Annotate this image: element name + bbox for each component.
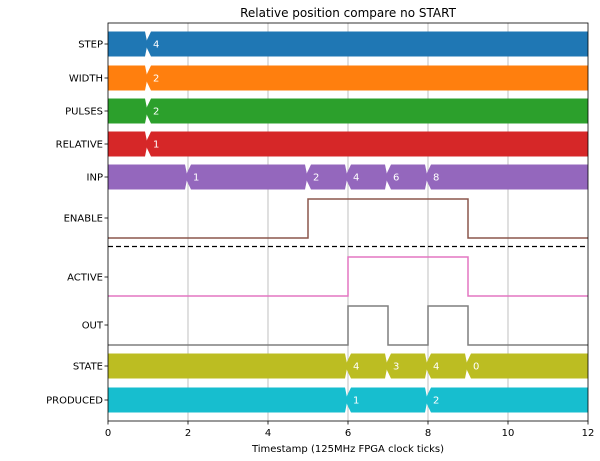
bit-waveform [108,305,588,346]
bus-segment [185,164,308,190]
x-tick-label: 2 [185,428,191,439]
bus-segment [305,164,348,190]
bus-segment [345,164,388,190]
bus-segment [465,353,588,379]
bus-value-label: 4 [433,362,439,373]
bus-segment [345,387,428,413]
signal-label: RELATIVE [56,140,103,151]
x-tick-label: 8 [425,428,431,439]
bus-segment-initial [108,98,148,124]
signal-label: WIDTH [69,74,103,85]
bus-segment-initial [108,164,188,190]
bus-segment [345,353,388,379]
bus-segment [145,65,588,91]
bus-segment [385,353,428,379]
bus-value-label: 2 [313,173,319,184]
bus-value-label: 6 [393,173,399,184]
bus-value-label: 4 [353,173,359,184]
x-tick-label: 12 [582,428,595,439]
signal-label: INP [87,173,103,184]
bus-segment [425,353,468,379]
bus-segment [425,387,588,413]
bus-segment [385,164,428,190]
x-tick-label: 0 [105,428,111,439]
x-axis-label: Timestamp (125MHz FPGA clock ticks) [251,444,444,455]
chart-title: Relative position compare no START [240,6,456,20]
bus-value-label: 1 [153,140,159,151]
bus-segment-initial [108,31,148,57]
bus-value-label: 0 [473,362,479,373]
signals-layer: STEP 4 WIDTH 2 PULSES 2 RELATIVE 1 INP 1 2 4 6 8 ENABL… [46,31,588,413]
axes-layer: 0 2 4 6 8 10 12 [104,22,595,439]
signal-label: STATE [73,362,103,373]
bus-segment [145,31,588,57]
bus-segment [145,98,588,124]
bit-waveform [108,198,588,239]
bus-value-label: 1 [353,396,359,407]
bus-value-label: 2 [153,107,159,118]
bus-segment-initial [108,353,348,379]
signal-label: OUT [82,321,104,332]
bus-value-label: 1 [193,173,199,184]
bus-value-label: 4 [153,40,159,51]
bus-segment-initial [108,387,348,413]
bus-segment-initial [108,65,148,91]
bus-segment [145,131,588,157]
bus-value-label: 4 [353,362,359,373]
bus-segment [425,164,588,190]
signal-label: PULSES [65,107,103,118]
bus-value-label: 8 [433,173,439,184]
signal-label: ENABLE [64,214,103,225]
bus-value-label: 3 [393,362,399,373]
signal-label: PRODUCED [46,396,103,407]
bus-segment-initial [108,131,148,157]
bus-value-label: 2 [153,74,159,85]
bus-value-label: 2 [433,396,439,407]
x-tick-label: 6 [345,428,351,439]
x-tick-label: 4 [265,428,271,439]
signal-label: ACTIVE [67,273,103,284]
bit-waveform [108,256,588,297]
signal-label: STEP [78,40,103,51]
x-tick-label: 10 [502,428,515,439]
